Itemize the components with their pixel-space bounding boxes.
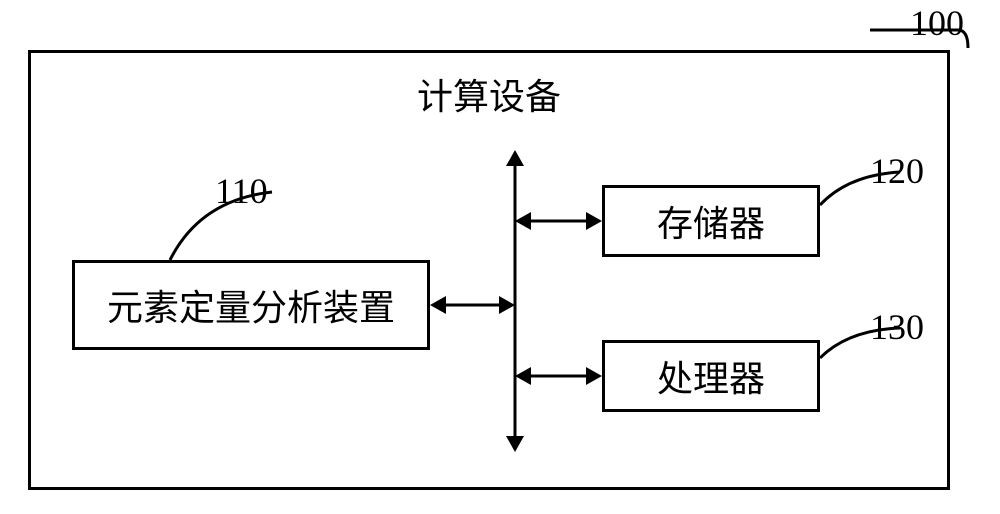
node-processor: 处理器 bbox=[602, 340, 820, 412]
diagram-canvas: 计算设备 元素定量分析装置 存储器 处理器 100 110 120 130 bbox=[0, 0, 1000, 514]
ref-label-memory: 120 bbox=[870, 150, 924, 192]
node-analysis-label: 元素定量分析装置 bbox=[107, 279, 395, 331]
ref-label-outer: 100 bbox=[910, 2, 964, 44]
node-analysis-device: 元素定量分析装置 bbox=[72, 260, 430, 350]
ref-label-processor: 130 bbox=[870, 306, 924, 348]
node-memory-label: 存储器 bbox=[657, 195, 765, 247]
node-memory: 存储器 bbox=[602, 185, 820, 257]
diagram-title: 计算设备 bbox=[417, 68, 561, 120]
node-processor-label: 处理器 bbox=[657, 350, 765, 402]
ref-label-analysis: 110 bbox=[215, 170, 268, 212]
